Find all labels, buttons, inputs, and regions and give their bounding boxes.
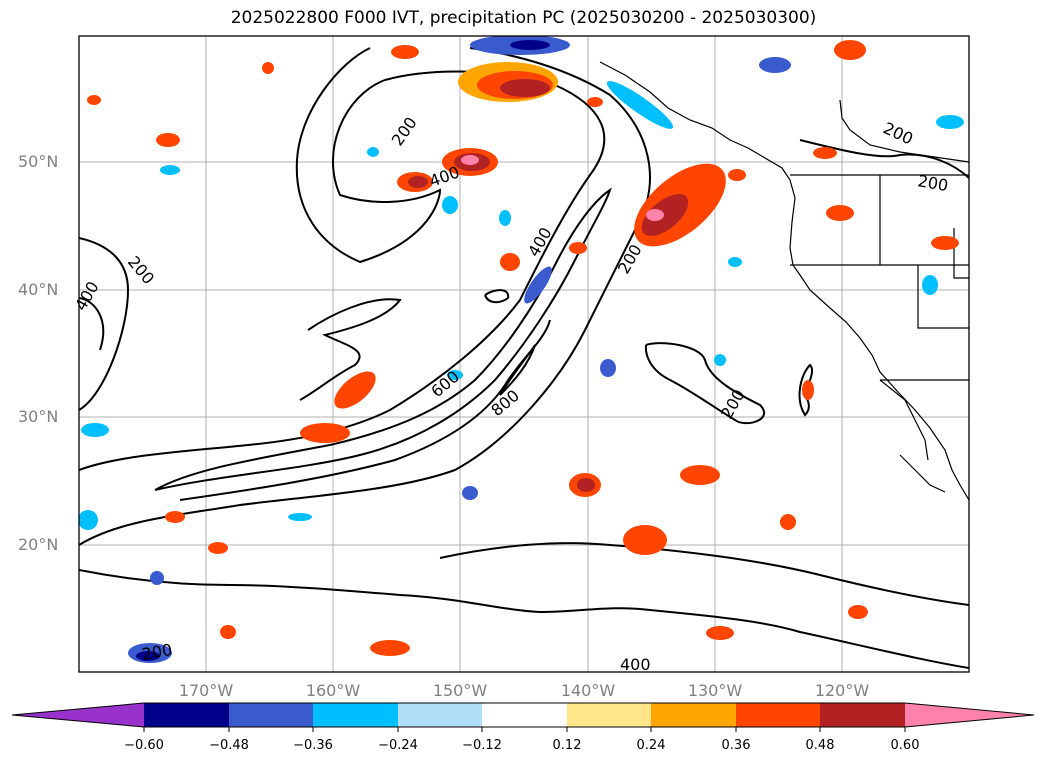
contour-label: 800	[487, 386, 523, 420]
colorbar-tick-label: −0.12	[462, 738, 502, 753]
map-title: 2025022800 F000 IVT, precipitation PC (2…	[230, 8, 817, 28]
colorbar-extend-high	[905, 703, 1034, 727]
contour-label: 400	[524, 224, 556, 260]
ivt-contours	[79, 47, 969, 669]
colorbar-tick-label: −0.48	[209, 738, 249, 753]
grid-lines	[79, 36, 969, 672]
contour-label: 200	[916, 171, 949, 195]
contour-label: 200	[124, 252, 158, 288]
lon-label: 150°W	[432, 681, 488, 700]
colorbar-tick-label: −0.24	[378, 738, 418, 753]
precip-negative	[79, 36, 964, 663]
contour-label: 200	[880, 118, 916, 148]
colorbar-tick-label: 0.36	[721, 738, 751, 753]
precip-positive	[87, 40, 959, 656]
contour-label: 200	[614, 241, 646, 277]
plot-frame	[78, 35, 970, 673]
lat-label: 20°N	[18, 535, 59, 554]
colorbar-tick-label: 0.48	[805, 738, 835, 753]
contour-label: 400	[620, 655, 651, 674]
colorbar-tick-label: −0.60	[124, 738, 164, 753]
colorbar-tick-label: 0.12	[552, 738, 582, 753]
colorbar	[11, 702, 1035, 732]
colorbar-tick-label: 0.60	[890, 738, 920, 753]
contour-label: 400	[427, 162, 462, 190]
coastline	[599, 61, 969, 501]
lon-label: 140°W	[560, 681, 616, 700]
lon-label: 170°W	[178, 681, 234, 700]
contour-labels: 200 400 200 400 200 400 600 800 200 200 …	[71, 113, 950, 674]
lon-label: 120°W	[814, 681, 870, 700]
contour-label: 400	[71, 278, 103, 314]
lat-label: 30°N	[18, 407, 59, 426]
lon-label: 130°W	[687, 681, 743, 700]
colorbar-extend-low	[12, 703, 144, 727]
colorbar-tick-label: −0.36	[293, 738, 333, 753]
lat-label: 50°N	[18, 152, 59, 171]
colorbar-tick-label: 0.24	[636, 738, 666, 753]
lat-label: 40°N	[18, 280, 59, 299]
contour-label: 200	[388, 113, 421, 149]
lon-label: 160°W	[305, 681, 361, 700]
contour-label: 200	[140, 640, 173, 664]
